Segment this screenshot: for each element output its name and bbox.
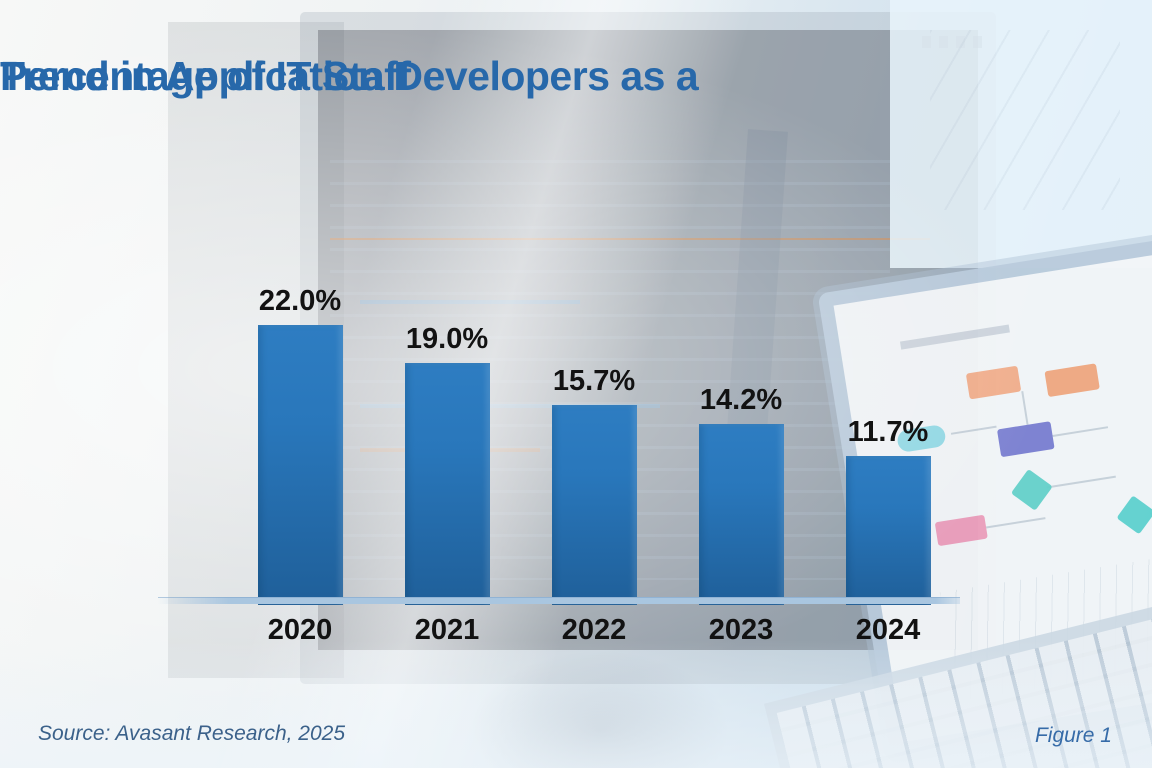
value-label-2021: 19.0% [405,323,489,355]
source-note: Source: Avasant Research, 2025 [38,722,346,745]
value-label-2023: 14.2% [699,384,783,416]
category-label-2021: 2021 [414,614,480,646]
background-desk-glow [0,640,1152,768]
value-label-2022: 15.7% [552,365,636,397]
bar-2021 [404,363,490,605]
category-label-2023: 2023 [708,614,774,646]
bar-2024 [845,456,931,605]
bar-2022 [551,405,637,605]
value-label-2020: 22.0% [258,285,342,317]
bar-2020 [257,325,343,605]
category-label-2024: 2024 [855,614,921,646]
chart-title-line-1: Trend in Application Developers as a [0,53,699,99]
figure-label: Figure 1 [1034,724,1112,747]
chart-title-line-2: Percentage of IT Staff [0,53,411,99]
value-label-2024: 11.7% [847,416,929,448]
category-label-2020: 2020 [267,614,333,646]
x-axis-line [158,597,960,604]
bar-2023 [698,424,784,605]
category-label-2022: 2022 [561,614,627,646]
